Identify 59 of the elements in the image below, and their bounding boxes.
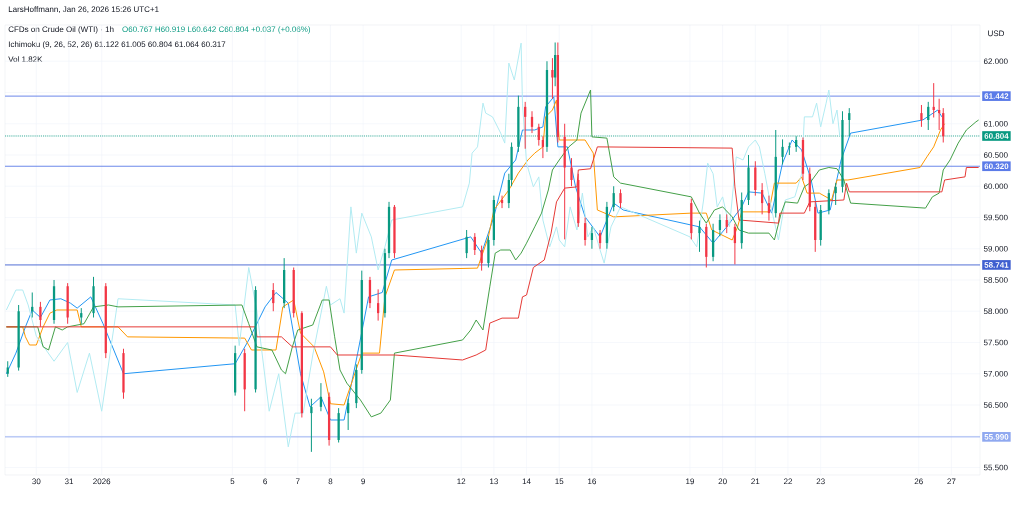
chart-title: LarsHoffmann, Jan 26, 2026 15:26 UTC+1 — [8, 6, 159, 13]
candlestick — [781, 138, 784, 165]
x-tick-label: 20 — [718, 478, 727, 485]
candlestick — [754, 160, 757, 197]
candlestick — [612, 185, 615, 212]
candlestick — [480, 245, 483, 272]
y-tick-label: 59.500 — [983, 214, 1008, 221]
ref-line-label: 60.320 — [984, 163, 1009, 170]
x-tick-label: 19 — [686, 478, 695, 485]
y-axis-title: USD — [988, 30, 1005, 37]
candlestick — [465, 229, 468, 259]
annotation: Ichimoku (9, 26, 52, 26) 61.122 61.005 60.804 61.064 60.317 — [8, 41, 226, 49]
ref-line-label: 61.442 — [984, 93, 1009, 99]
annotation: Vol 1.82K — [8, 56, 43, 63]
y-tick-label: 61.000 — [983, 120, 1008, 127]
candlestick — [570, 157, 573, 187]
ref-line-label: 60.804 — [984, 133, 1009, 139]
x-tick-label: 15 — [555, 478, 564, 485]
x-tick-label: 13 — [490, 478, 498, 485]
y-tick-label: 58.000 — [983, 308, 1008, 315]
x-tick-label: 21 — [751, 478, 760, 485]
y-tick-label: 56.500 — [983, 402, 1008, 408]
y-tick-label: 55.500 — [983, 464, 1008, 471]
y-tick-label: 60.000 — [983, 183, 1008, 190]
candlestick — [619, 188, 622, 209]
ref-line-label: 58.741 — [984, 262, 1009, 268]
candlestick — [310, 398, 313, 453]
candlestick — [487, 235, 490, 268]
x-tick-label: 16 — [588, 478, 597, 485]
y-tick-label: 60.500 — [983, 152, 1008, 158]
x-tick-label: 12 — [457, 478, 466, 485]
chart-subtitle: CFDs on Crude Oil (WTI) · 1h — [8, 26, 114, 34]
x-tick-label: 9 — [361, 478, 365, 485]
x-tick-label: 22 — [783, 478, 793, 485]
x-tick-label: 2026 — [93, 478, 111, 485]
y-tick-label: 58.500 — [983, 277, 1008, 283]
y-tick-label: 57.500 — [983, 339, 1008, 346]
x-tick-label: 6 — [263, 478, 267, 485]
x-tick-label: 14 — [522, 478, 531, 485]
x-tick-label: 23 — [816, 478, 825, 485]
candlestick — [920, 104, 923, 128]
y-tick-label: 59.000 — [983, 245, 1008, 252]
ref-line-label: 55.990 — [984, 434, 1009, 440]
y-tick-label: 57.000 — [983, 370, 1008, 377]
x-tick-label: 5 — [230, 478, 235, 485]
x-tick-label: 31 — [64, 478, 74, 485]
x-tick-label: 30 — [32, 478, 41, 485]
candlestick — [39, 301, 42, 328]
y-tick-label: 62.000 — [983, 58, 1008, 65]
candlestick — [787, 141, 791, 156]
x-tick-label: 7 — [295, 478, 300, 485]
line-series — [5, 146, 980, 361]
candlestick — [698, 220, 701, 253]
x-tick-label: 26 — [914, 478, 923, 485]
annotation: O60.767 H60.919 L60.642 C60.804 +0.037 (+0.06%) — [122, 26, 311, 34]
candlestick — [551, 57, 554, 100]
x-tick-label: 27 — [947, 478, 956, 485]
line-series — [5, 42, 841, 448]
x-tick-label: 8 — [328, 478, 333, 485]
